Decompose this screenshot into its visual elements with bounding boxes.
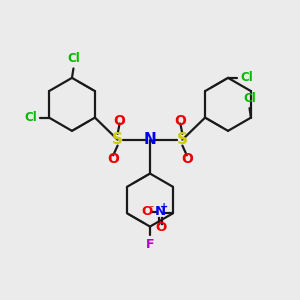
Text: O: O (174, 114, 186, 128)
Text: O: O (181, 152, 193, 166)
Text: Cl: Cl (67, 52, 80, 65)
Text: S: S (112, 132, 123, 147)
Text: O: O (114, 114, 126, 128)
Text: F: F (146, 238, 154, 251)
Text: O: O (155, 220, 166, 234)
Text: O: O (107, 152, 119, 166)
Text: N: N (155, 205, 166, 218)
Text: O: O (141, 205, 152, 218)
Text: +: + (160, 202, 169, 212)
Text: -: - (149, 202, 153, 212)
Text: N: N (144, 132, 156, 147)
Text: Cl: Cl (24, 111, 37, 124)
Text: Cl: Cl (243, 92, 256, 105)
Text: Cl: Cl (240, 71, 253, 84)
Text: S: S (177, 132, 188, 147)
